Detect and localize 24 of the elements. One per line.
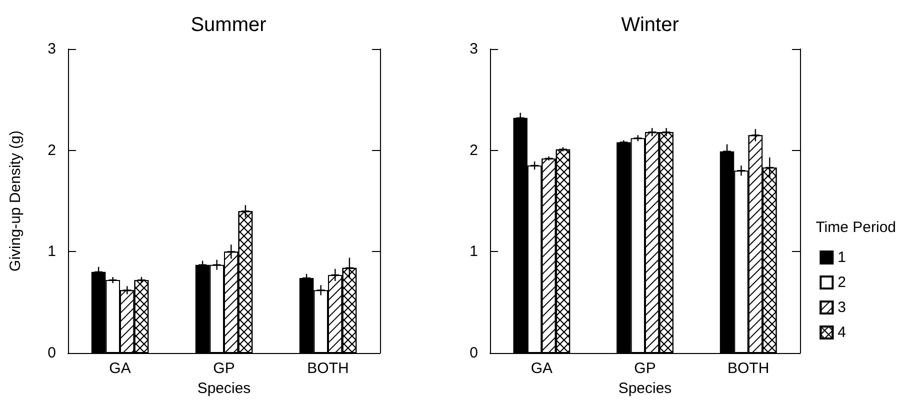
legend-label: 1	[838, 249, 846, 266]
legend-label: 3	[838, 299, 846, 316]
y-tick-label: 2	[48, 142, 56, 159]
legend-label: 2	[838, 274, 846, 291]
x-axis-title: Species	[197, 380, 251, 397]
x-axis-title: Species	[618, 380, 672, 397]
y-tick-label: 3	[470, 40, 478, 58]
y-tick-label: 0	[48, 344, 56, 362]
x-tick-label: BOTH	[727, 360, 770, 377]
x-tick-label: GA	[530, 360, 553, 377]
chart-title: Summer	[190, 14, 267, 36]
x-tick-label: GA	[109, 360, 131, 377]
x-tick-label: BOTH	[307, 360, 349, 377]
legend-title: Time Period	[816, 219, 896, 236]
y-axis-title: Giving-up Density (g)	[7, 130, 24, 272]
y-tick-label: 3	[48, 40, 56, 58]
x-tick-label: GP	[213, 360, 235, 377]
x-tick-label: GP	[634, 360, 656, 377]
legend-label: 4	[838, 324, 846, 341]
y-tick-label: 1	[470, 243, 478, 260]
y-tick-label: 1	[48, 243, 56, 260]
y-tick-label: 2	[470, 142, 478, 159]
chart-title: Winter	[621, 14, 680, 36]
y-tick-label: 0	[470, 344, 478, 362]
